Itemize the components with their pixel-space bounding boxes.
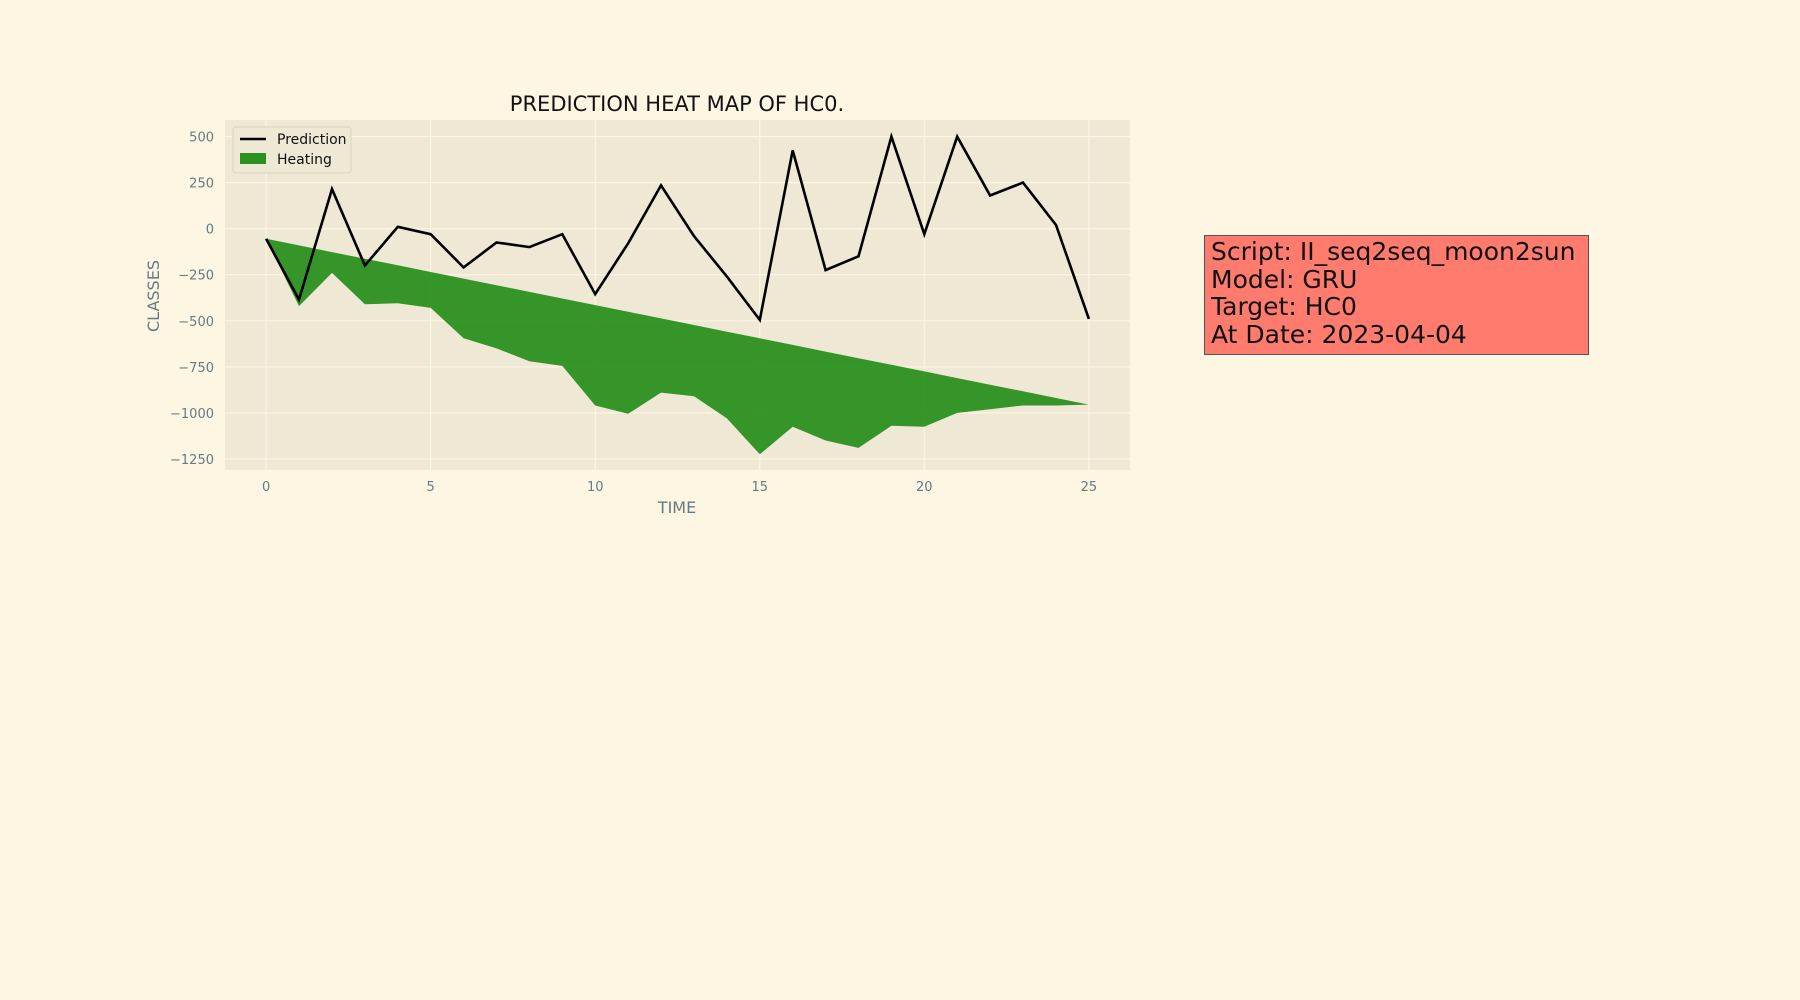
x-axis-label: TIME	[657, 498, 696, 517]
date-line: At Date: 2023-04-04	[1211, 319, 1467, 349]
y-axis-label: CLASSES	[144, 260, 163, 332]
x-tick-label: 20	[916, 480, 933, 495]
run-info-box: Script: II_seq2seq_moon2sun Model: GRU T…	[1204, 235, 1589, 355]
prediction-line-layer	[264, 132, 1091, 323]
y-tick-label: −500	[178, 315, 214, 330]
y-tick-label: −750	[178, 361, 214, 376]
legend-heating-swatch	[240, 153, 266, 164]
y-tick-labels: 500 250 0 −250 −500 −750 −1000 −1250	[170, 131, 214, 468]
script-line: Script: II_seq2seq_moon2sun	[1211, 237, 1576, 266]
grid-lines	[225, 120, 1130, 470]
x-tick-label: 15	[751, 480, 768, 495]
x-tick-label: 5	[427, 480, 435, 495]
target-line: Target: HC0	[1211, 292, 1357, 321]
y-tick-label: −1250	[170, 453, 214, 468]
y-tick-label: 500	[189, 131, 214, 146]
y-tick-label: −250	[178, 269, 214, 284]
x-tick-label: 25	[1081, 480, 1098, 495]
y-tick-label: 250	[189, 177, 214, 192]
chart-title: PREDICTION HEAT MAP OF HC0.	[510, 92, 844, 116]
heating-area-layer	[266, 238, 1089, 455]
legend-heating-label: Heating	[277, 152, 332, 168]
x-tick-labels: 0 5 10 15 20 25	[262, 480, 1097, 495]
heating-area	[266, 238, 1089, 455]
x-tick-label: 10	[587, 480, 604, 495]
x-tick-label: 0	[262, 480, 270, 495]
legend: Prediction Heating	[232, 126, 352, 174]
legend-prediction-label: Prediction	[277, 132, 347, 148]
y-tick-label: −1000	[170, 407, 214, 422]
prediction-line	[264, 132, 1091, 323]
model-line: Model: GRU	[1211, 264, 1358, 294]
y-tick-label: 0	[206, 223, 214, 238]
